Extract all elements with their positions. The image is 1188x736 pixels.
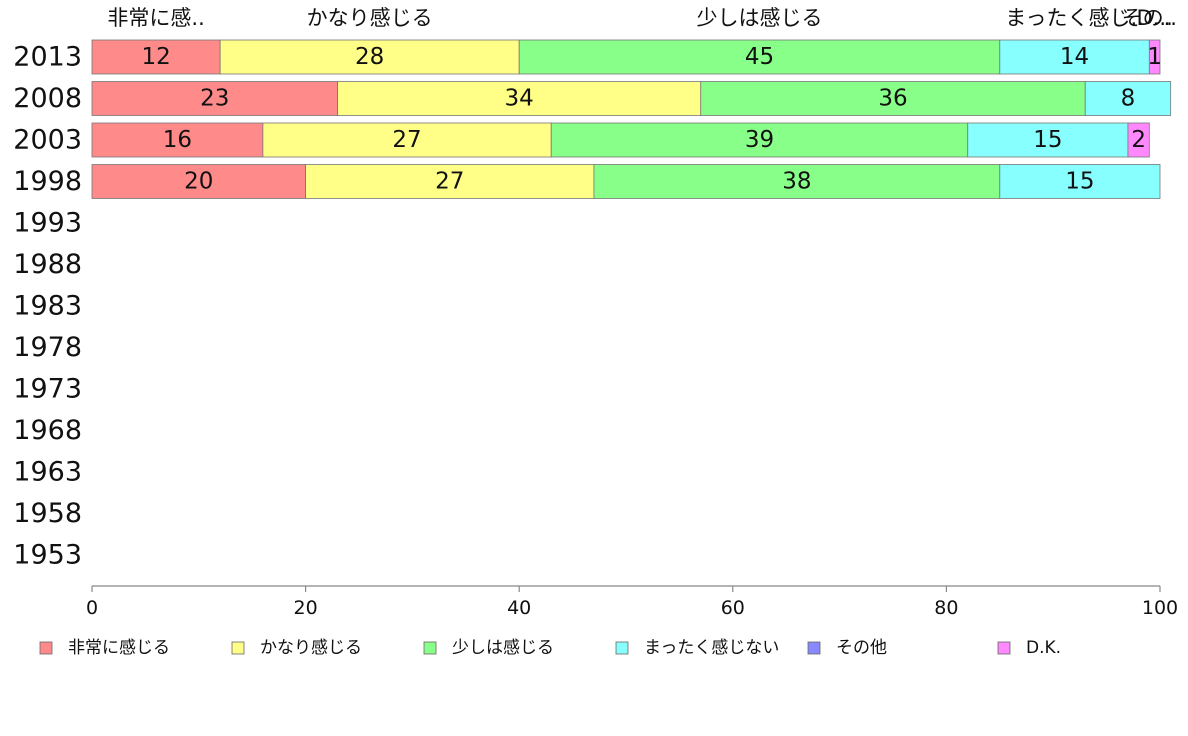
year-label-1988: 1988 xyxy=(13,249,82,280)
year-label-1963: 1963 xyxy=(13,457,82,488)
year-label-1953: 1953 xyxy=(13,540,82,571)
x-tick-label: 100 xyxy=(1142,597,1178,619)
year-label-1993: 1993 xyxy=(13,208,82,239)
bar-value-label: 20 xyxy=(184,169,213,195)
year-label-2013: 2013 xyxy=(13,42,82,73)
legend-label: D.K. xyxy=(1026,638,1061,658)
bar-segment-1998-0 xyxy=(91,164,307,199)
bar-value-label: 12 xyxy=(141,44,170,70)
legend-swatch xyxy=(231,641,245,655)
legend-swatch xyxy=(615,641,629,655)
year-label-1973: 1973 xyxy=(13,374,82,405)
legend-label: まったく感じない xyxy=(644,638,779,658)
x-tick-label: 60 xyxy=(721,597,745,619)
bar-segment-1998-3 xyxy=(999,164,1161,199)
bar-segment-2008-1 xyxy=(337,81,702,116)
top-category-labels: 非常に感.. かなり感じる 少しは感じる まったく感じ..その..D... xyxy=(107,6,1177,30)
top-category-label: 非常に感.. xyxy=(107,6,204,30)
bar-segment-2003-5 xyxy=(1127,122,1150,158)
x-tick-label: 80 xyxy=(934,597,958,619)
legend-swatch xyxy=(807,641,821,655)
bar-value-label: 2 xyxy=(1131,127,1146,153)
x-tick-label: 20 xyxy=(294,597,318,619)
bar-value-label: 28 xyxy=(355,44,384,70)
legend-swatch xyxy=(39,641,53,655)
legend-label: 非常に感じる xyxy=(68,638,170,658)
x-axis: 0 20 40 60 80 100 xyxy=(86,585,1178,619)
legend: 非常に感じる かなり感じる 少しは感じる まったく感じない その他 D.K. xyxy=(39,638,1061,658)
bar-value-label: 16 xyxy=(163,127,192,153)
year-label-1978: 1978 xyxy=(13,332,82,363)
x-tick-label: 40 xyxy=(507,597,531,619)
year-label-1968: 1968 xyxy=(13,415,82,446)
bar-value-label: 23 xyxy=(200,86,229,112)
legend-label: 少しは感じる xyxy=(452,638,554,658)
bar-segment-2003-2 xyxy=(550,122,969,158)
top-category-label: その.. xyxy=(1122,6,1177,30)
bar-value-label: 15 xyxy=(1033,127,1062,153)
year-label-2008: 2008 xyxy=(13,83,82,114)
bar-segment-2003-1 xyxy=(262,122,552,158)
bar-value-label: 38 xyxy=(782,169,811,195)
bar-segment-2003-3 xyxy=(967,122,1129,158)
legend-swatch xyxy=(997,641,1011,655)
year-label-1958: 1958 xyxy=(13,498,82,529)
top-category-label: 少しは感じる xyxy=(697,6,823,30)
year-label-1998: 1998 xyxy=(13,166,82,197)
legend-swatch xyxy=(423,641,437,655)
bar-segment-2013-0 xyxy=(91,39,221,75)
bar-value-label: 45 xyxy=(745,44,774,70)
bar-segment-2008-2 xyxy=(700,81,1086,116)
bar-value-label: 1 xyxy=(1147,44,1162,70)
bar-value-label: 14 xyxy=(1060,44,1089,70)
bar-value-label: 36 xyxy=(878,86,907,112)
bar-value-label: 8 xyxy=(1121,86,1136,112)
legend-label: その他 xyxy=(836,638,887,658)
bar-segment-2013-3 xyxy=(999,39,1150,75)
year-axis-labels: 2013 2008 2003 1998 1993 1988 1983 1978 1973 1968… xyxy=(13,42,82,571)
top-category-label: かなり感じる xyxy=(307,6,433,30)
bar-segment-2008-0 xyxy=(91,81,339,116)
bar-segment-1998-2 xyxy=(593,164,1001,199)
bar-value-label: 39 xyxy=(745,127,774,153)
top-category-label: D... xyxy=(1137,6,1173,30)
bar-value-label: 34 xyxy=(505,86,534,112)
bar-segment-1998-1 xyxy=(305,164,595,199)
bar-value-label: 15 xyxy=(1065,169,1094,195)
bar-value-label: 27 xyxy=(392,127,421,153)
bar-segment-2013-5 xyxy=(1148,39,1161,75)
year-label-1983: 1983 xyxy=(13,291,82,322)
top-category-label: まったく感じ.. xyxy=(1005,6,1144,30)
bar-value-label: 27 xyxy=(435,169,464,195)
year-label-2003: 2003 xyxy=(13,125,82,156)
bars: 12 28 45 14 1 23 34 36 8 16 27 39 15 2 20 27 38 15 xyxy=(91,39,1172,199)
x-tick-label: 0 xyxy=(86,597,98,619)
bar-segment-2008-3 xyxy=(1084,81,1172,116)
legend-label: かなり感じる xyxy=(260,638,362,658)
